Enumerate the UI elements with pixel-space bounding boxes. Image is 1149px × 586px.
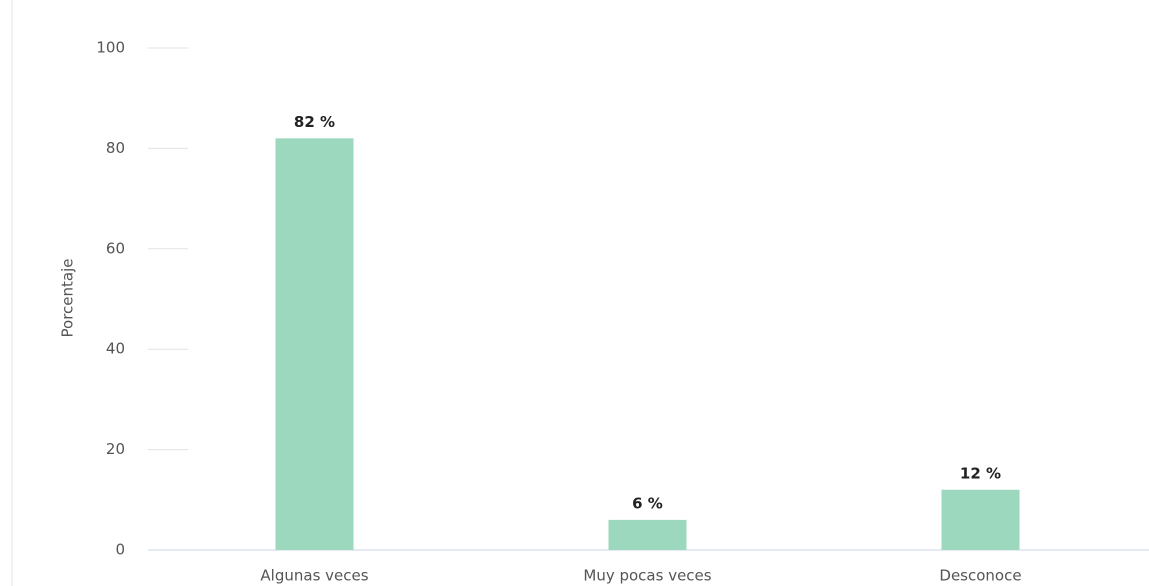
value-label: 12 % — [960, 464, 1001, 482]
y-tick-label: 40 — [106, 340, 125, 358]
value-label: 6 % — [632, 494, 663, 512]
y-tick-label: 20 — [106, 440, 125, 458]
x-tick-label: Desconoce — [939, 567, 1021, 585]
y-tick-label: 100 — [96, 39, 125, 57]
y-tick-label: 0 — [115, 541, 125, 559]
value-label: 82 % — [294, 113, 335, 131]
x-tick-label: Algunas veces — [260, 567, 368, 585]
y-tick-label: 80 — [106, 139, 125, 157]
bar — [608, 519, 687, 550]
y-tick-label: 60 — [106, 239, 125, 257]
x-tick-label: Muy pocas veces — [583, 567, 711, 585]
bar — [275, 138, 354, 551]
y-axis-label: Porcentaje — [59, 259, 77, 338]
bar — [941, 489, 1020, 550]
